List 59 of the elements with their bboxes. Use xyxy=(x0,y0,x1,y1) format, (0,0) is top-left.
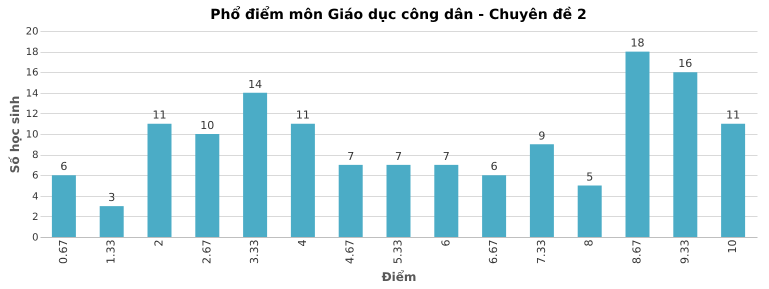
data-label: 5 xyxy=(586,170,594,184)
x-tick-label: 2.67 xyxy=(200,240,214,264)
y-tick-label: 18 xyxy=(26,47,38,58)
x-tick-label: 4 xyxy=(296,240,309,246)
x-tick-label: 0.67 xyxy=(56,240,70,264)
y-tick-label: 20 xyxy=(26,26,38,38)
y-tick-label: 2 xyxy=(32,212,38,223)
bar xyxy=(290,124,315,237)
data-label: 6 xyxy=(60,160,68,174)
y-tick-label: 10 xyxy=(26,130,38,140)
bar xyxy=(482,175,506,237)
x-tick-label: 3.33 xyxy=(248,240,262,264)
y-tick-label: 4 xyxy=(32,191,38,202)
bar xyxy=(195,134,220,237)
x-tick-label: 4.67 xyxy=(344,240,357,264)
x-tick-label: 7.33 xyxy=(534,240,548,264)
bar xyxy=(673,72,698,237)
bar xyxy=(530,144,554,237)
bar xyxy=(434,164,458,237)
bar xyxy=(100,206,124,237)
bar xyxy=(148,124,172,237)
x-tick-label: 6 xyxy=(439,240,452,246)
data-label: 14 xyxy=(248,78,262,91)
y-tick-label: 12 xyxy=(26,108,38,120)
data-label: 9 xyxy=(538,129,546,142)
bar xyxy=(52,175,76,237)
bar xyxy=(626,52,650,237)
data-label: 18 xyxy=(630,36,644,50)
data-label: 7 xyxy=(347,150,354,163)
data-label: 16 xyxy=(678,57,692,70)
data-label: 6 xyxy=(490,160,498,174)
data-label: 7 xyxy=(442,150,450,163)
y-tick-label: 14 xyxy=(26,88,38,100)
y-tick-label: 16 xyxy=(26,68,38,79)
x-tick-label: 2 xyxy=(152,240,166,246)
bar xyxy=(386,164,410,237)
data-label: 11 xyxy=(296,108,310,122)
x-tick-label: 8 xyxy=(582,240,596,246)
y-tick-label: 8 xyxy=(32,150,38,162)
data-label: 10 xyxy=(200,119,214,132)
y-tick-label: 6 xyxy=(32,170,38,182)
bar xyxy=(243,92,268,237)
bar xyxy=(578,186,602,237)
x-tick-label: 1.33 xyxy=(104,240,118,264)
data-label: 7 xyxy=(395,150,402,163)
x-axis-title: Điểm xyxy=(382,270,416,284)
chart-title: Phổ điểm môn Giáo dục công dân - Chuyên đề 2 xyxy=(210,6,587,23)
bar xyxy=(721,124,746,237)
data-label: 3 xyxy=(108,191,116,204)
bar xyxy=(338,164,363,237)
x-tick-label: 6.67 xyxy=(487,240,500,264)
data-label: 11 xyxy=(726,108,740,122)
x-tick-label: 8.67 xyxy=(630,240,644,264)
y-axis-title: Số học sinh xyxy=(8,96,22,174)
y-tick-label: 0 xyxy=(32,232,38,244)
x-tick-label: 10 xyxy=(726,240,740,254)
x-tick-label: 9.33 xyxy=(678,240,692,264)
data-label: 11 xyxy=(152,108,166,122)
x-tick-label: 5.33 xyxy=(392,240,404,264)
